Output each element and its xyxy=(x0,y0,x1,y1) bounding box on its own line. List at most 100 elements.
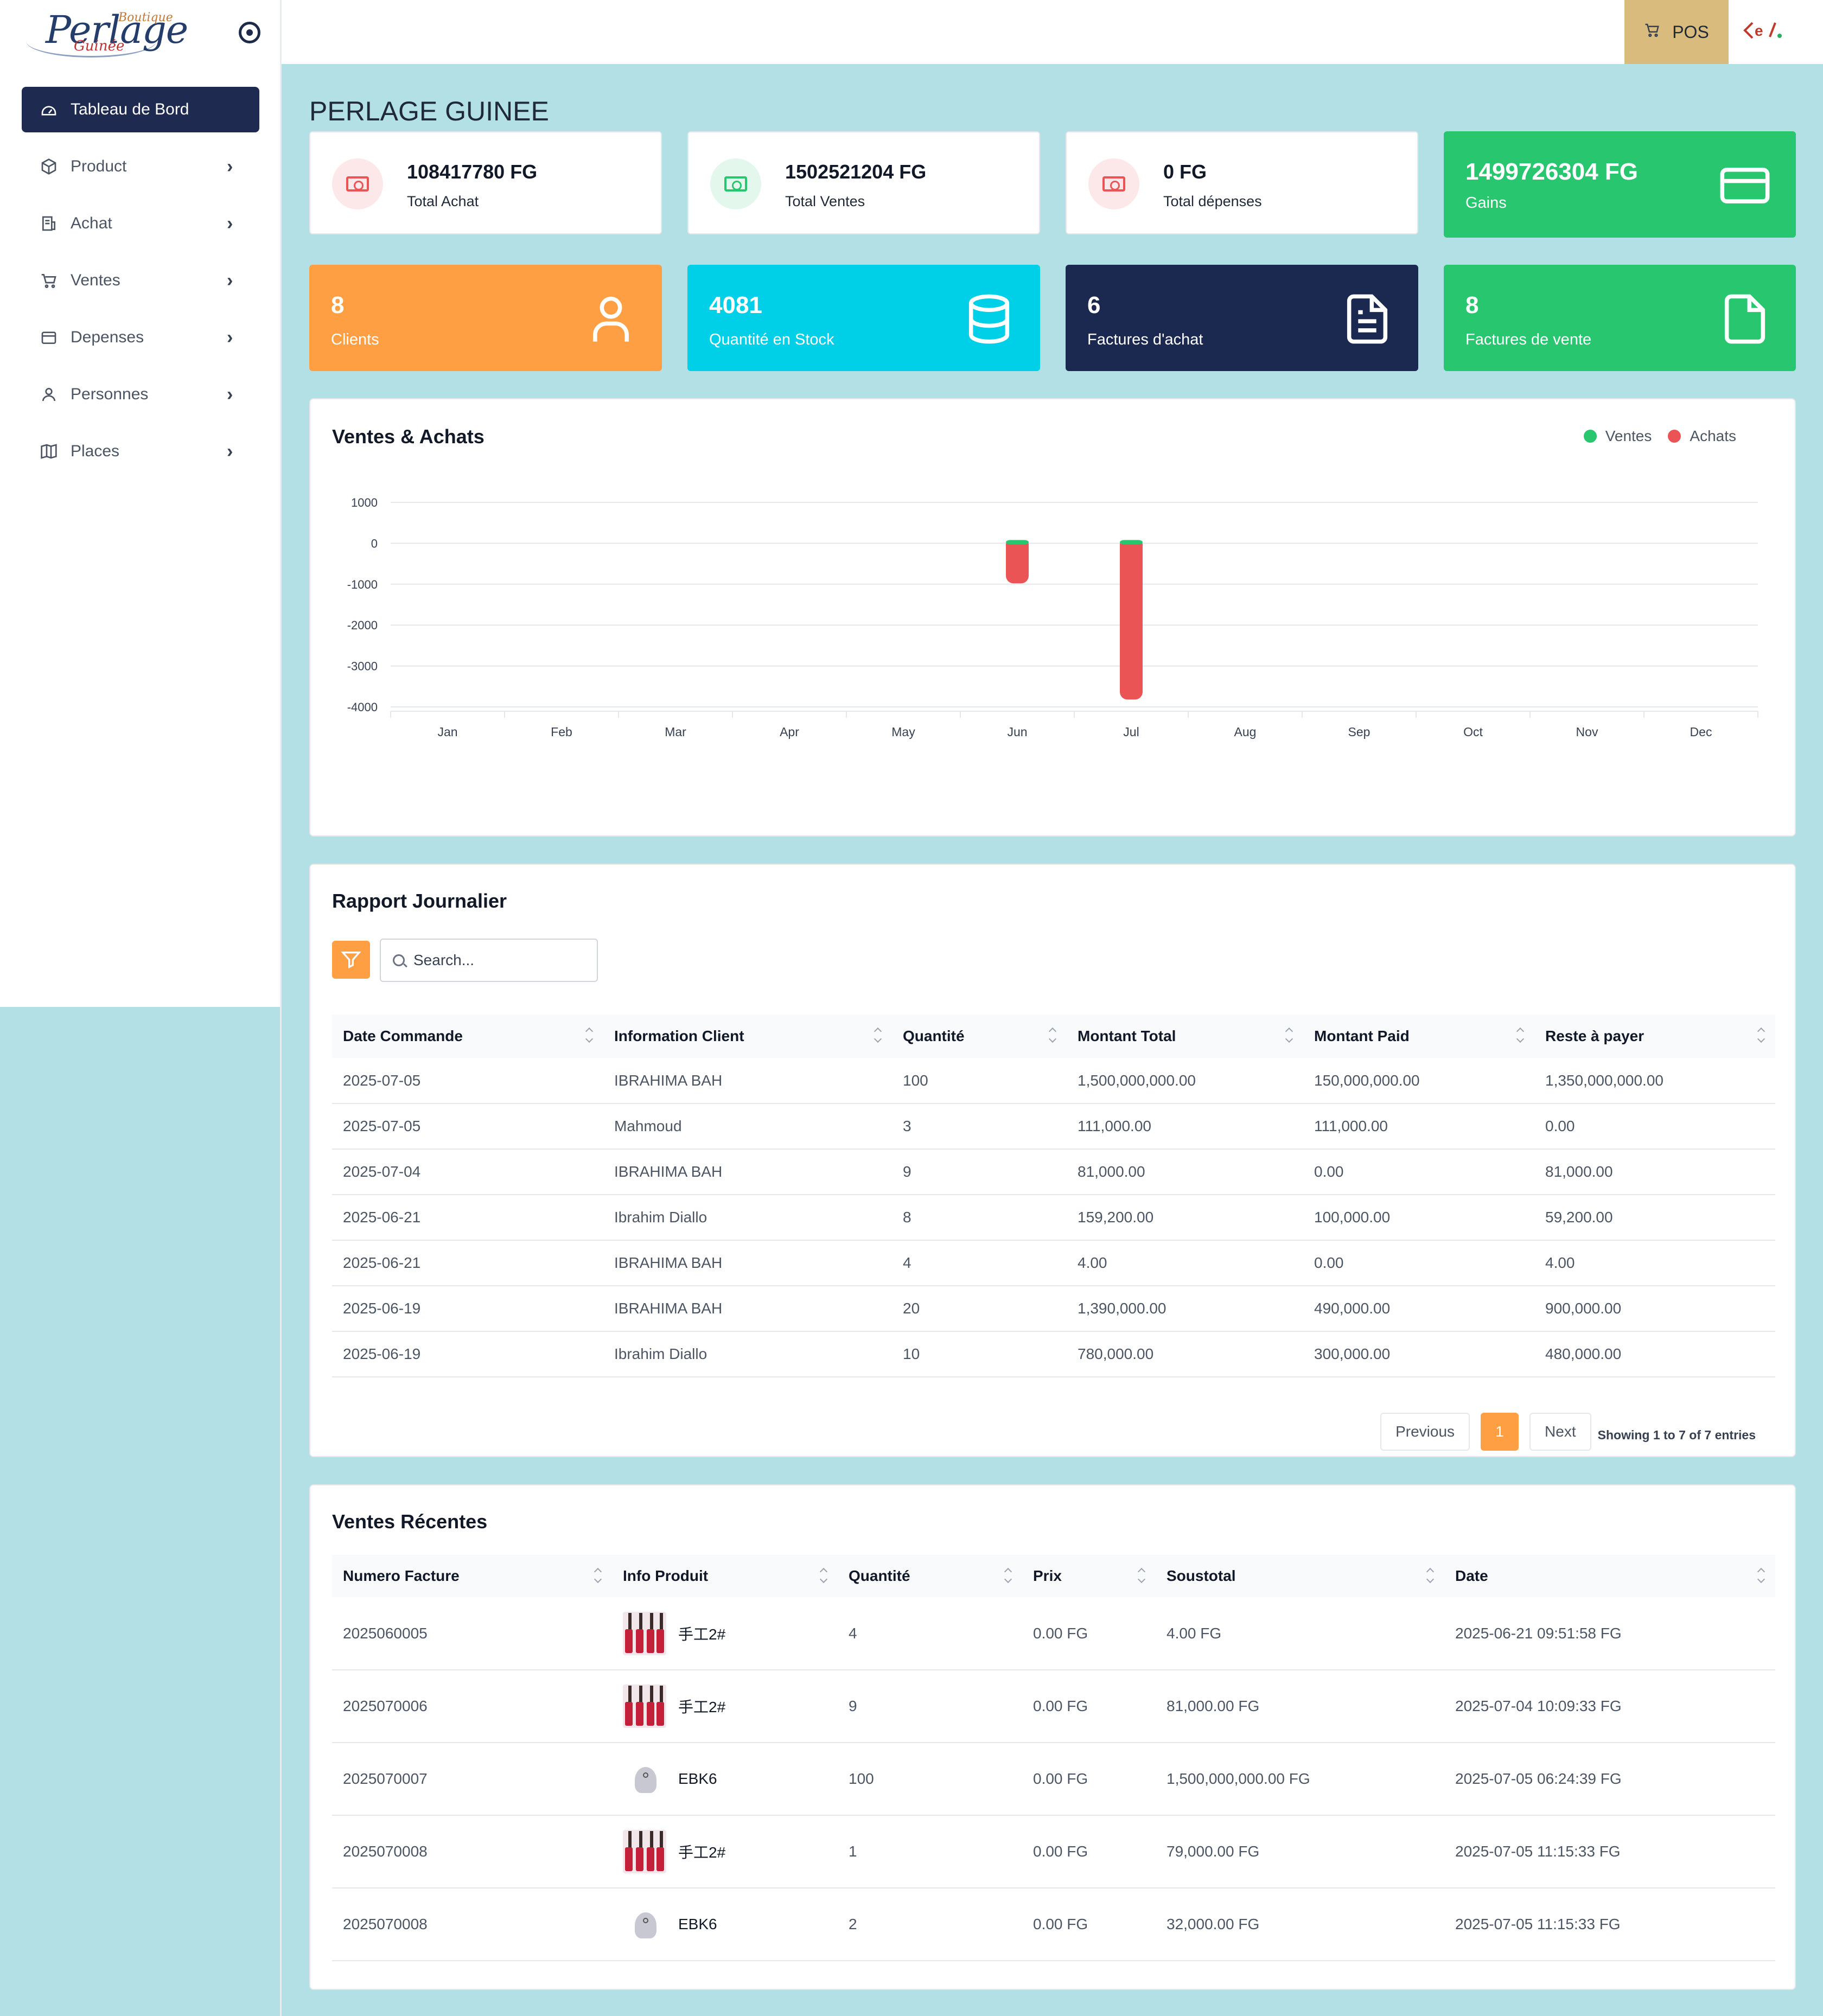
sidebar-item-product[interactable]: Product › xyxy=(22,144,259,189)
cell-reste: 0.00 xyxy=(1534,1103,1775,1150)
stat-label: Total dépenses xyxy=(1163,193,1262,209)
next-button[interactable]: Next xyxy=(1529,1413,1591,1451)
y-tick-label: 0 xyxy=(371,537,378,550)
chart-panel: Ventes & Achats Ventes Achats 1000 0 -1000… xyxy=(309,398,1796,837)
cart-icon xyxy=(39,271,59,290)
legend-item-ventes[interactable]: Ventes xyxy=(1583,428,1652,445)
cart-icon xyxy=(1644,22,1660,42)
pos-button[interactable]: POS xyxy=(1624,0,1729,64)
table-row[interactable]: 2025070008 EBK6 2 0.00 FG 32,000.00 FG 2… xyxy=(332,1888,1775,1961)
recent-sales-title: Ventes Récentes xyxy=(332,1510,488,1533)
filter-button[interactable] xyxy=(332,941,370,979)
credit-card-icon xyxy=(1718,158,1772,213)
cell-quantite: 10 xyxy=(892,1331,1067,1377)
chevron-right-icon: › xyxy=(227,327,233,348)
table-row[interactable]: 2025-06-19 Ibrahim Diallo 10 780,000.00 300,… xyxy=(332,1331,1775,1377)
sidebar-item-depenses[interactable]: Depenses › xyxy=(22,315,259,360)
column-header-montant-paid[interactable]: Montant Paid xyxy=(1303,1015,1534,1058)
search-field[interactable] xyxy=(380,939,598,982)
count-card-factures-vente[interactable]: 8 Factures de vente xyxy=(1444,265,1796,371)
money-icon xyxy=(1088,158,1139,209)
daily-report-title: Rapport Journalier xyxy=(332,890,507,912)
sort-icon xyxy=(1427,1569,1435,1584)
x-tick-label: Apr xyxy=(780,725,799,739)
column-header-reste[interactable]: Reste à payer xyxy=(1534,1015,1775,1058)
sidebar-toggle-icon[interactable] xyxy=(239,22,260,43)
cell-invoice: 2025060005 xyxy=(332,1597,612,1670)
table-row[interactable]: 2025-06-21 Ibrahim Diallo 8 159,200.00 100,0… xyxy=(332,1195,1775,1241)
x-tick-label: Mar xyxy=(665,725,686,739)
bar-ventes xyxy=(1006,540,1029,545)
cell-client: Ibrahim Diallo xyxy=(603,1195,892,1241)
cell-quantite: 9 xyxy=(892,1149,1067,1195)
x-tick-label: Sep xyxy=(1348,725,1371,739)
column-header-client[interactable]: Information Client xyxy=(603,1015,892,1058)
table-row[interactable]: 2025-07-04 IBRAHIMA BAH 9 81,000.00 0.00 81,0… xyxy=(332,1149,1775,1195)
cell-paid: 100,000.00 xyxy=(1303,1195,1534,1241)
product-name: EBK6 xyxy=(678,1916,717,1932)
column-header-date[interactable]: Date xyxy=(1444,1555,1775,1597)
table-row[interactable]: 2025070008 手工2# 1 0.00 FG 79,000.00 FG 2… xyxy=(332,1815,1775,1889)
cell-client: IBRAHIMA BAH xyxy=(603,1286,892,1332)
table-row[interactable]: 2025-06-21 IBRAHIMA BAH 4 4.00 0.00 4.00 xyxy=(332,1240,1775,1286)
count-card-factures-achat[interactable]: 6 Factures d'achat xyxy=(1066,265,1418,371)
sidebar-item-places[interactable]: Places › xyxy=(22,429,259,474)
column-header-quantite[interactable]: Quantité xyxy=(838,1555,1022,1597)
sidebar-item-achat[interactable]: Achat › xyxy=(22,201,259,246)
column-header-label: Prix xyxy=(1033,1567,1062,1584)
x-tick-label: Feb xyxy=(551,725,572,739)
page-1-button[interactable]: 1 xyxy=(1481,1413,1519,1451)
money-icon xyxy=(710,158,761,209)
column-header-prix[interactable]: Prix xyxy=(1022,1555,1156,1597)
table-row[interactable]: 2025-06-19 IBRAHIMA BAH 20 1,390,000.00 490,… xyxy=(332,1286,1775,1332)
bar-chart: 1000 0 -1000 -2000 -3000 -4000 Jan Feb Mar Apr May… xyxy=(347,496,1758,739)
sidebar-item-label: Achat xyxy=(71,214,112,232)
cell-date: 2025-06-19 xyxy=(332,1331,603,1377)
search-input[interactable] xyxy=(413,952,592,969)
table-header-row: Date Commande Information Client Quantit… xyxy=(332,1015,1775,1058)
cell-client: IBRAHIMA BAH xyxy=(603,1240,892,1286)
column-header-label: Info Produit xyxy=(623,1567,709,1584)
cell-invoice: 2025070008 xyxy=(332,1815,612,1889)
cell-client: Ibrahim Diallo xyxy=(603,1331,892,1377)
count-card-stock[interactable]: 4081 Quantité en Stock xyxy=(687,265,1040,371)
stat-value: 0 FG xyxy=(1163,161,1207,183)
stat-card-total-depenses: 0 FG Total dépenses xyxy=(1066,131,1418,234)
sidebar-item-label: Tableau de Bord xyxy=(71,100,189,118)
cell-date: 2025-07-05 06:24:39 FG xyxy=(1444,1743,1775,1816)
logo-top-text: Boutique xyxy=(118,11,173,24)
cell-reste: 480,000.00 xyxy=(1534,1331,1775,1377)
column-header-date[interactable]: Date Commande xyxy=(332,1015,603,1058)
cell-product: 手工2# xyxy=(612,1670,838,1743)
column-header-numero-facture[interactable]: Numero Facture xyxy=(332,1555,612,1597)
brand-logo[interactable]: Perlage Boutique Guinée xyxy=(21,3,188,63)
table-row[interactable]: 2025-07-05 Mahmoud 3 111,000.00 111,000.00 0.… xyxy=(332,1103,1775,1150)
legend-item-achats[interactable]: Achats xyxy=(1668,428,1736,445)
table-row[interactable]: 2025-07-05 IBRAHIMA BAH 100 1,500,000,000.0… xyxy=(332,1058,1775,1104)
column-header-montant-total[interactable]: Montant Total xyxy=(1067,1015,1303,1058)
language-icon[interactable]: e xyxy=(1742,20,1785,41)
sort-icon xyxy=(875,1029,882,1044)
chart-title: Ventes & Achats xyxy=(332,425,485,448)
sidebar: Perlage Boutique Guinée Tableau de Bord … xyxy=(0,0,281,1007)
stat-card-total-ventes: 1502521204 FG Total Ventes xyxy=(687,131,1040,234)
cell-product: EBK6 xyxy=(612,1743,838,1816)
logo-swirl xyxy=(26,25,156,58)
table-row[interactable]: 2025060005 手工2# 4 0.00 FG 4.00 FG 2025-0… xyxy=(332,1597,1775,1670)
column-header-quantite[interactable]: Quantité xyxy=(892,1015,1067,1058)
column-header-label: Soustotal xyxy=(1167,1567,1236,1584)
column-header-info-produit[interactable]: Info Produit xyxy=(612,1555,838,1597)
cell-date: 2025-06-21 xyxy=(332,1240,603,1286)
sidebar-item-tableau-de-bord[interactable]: Tableau de Bord xyxy=(22,87,259,132)
sidebar-item-ventes[interactable]: Ventes › xyxy=(22,258,259,303)
table-row[interactable]: 2025070006 手工2# 9 0.00 FG 81,000.00 FG 2… xyxy=(332,1670,1775,1743)
sidebar-item-personnes[interactable]: Personnes › xyxy=(22,372,259,417)
chevron-right-icon: › xyxy=(227,213,233,234)
column-header-soustotal[interactable]: Soustotal xyxy=(1156,1555,1444,1597)
table-row[interactable]: 2025070007 EBK6 100 0.00 FG 1,500,000,00… xyxy=(332,1743,1775,1816)
product-name: 手工2# xyxy=(678,1699,726,1715)
cell-reste: 4.00 xyxy=(1534,1240,1775,1286)
count-card-clients[interactable]: 8 Clients xyxy=(309,265,662,371)
previous-button[interactable]: Previous xyxy=(1380,1413,1470,1451)
cell-paid: 300,000.00 xyxy=(1303,1331,1534,1377)
